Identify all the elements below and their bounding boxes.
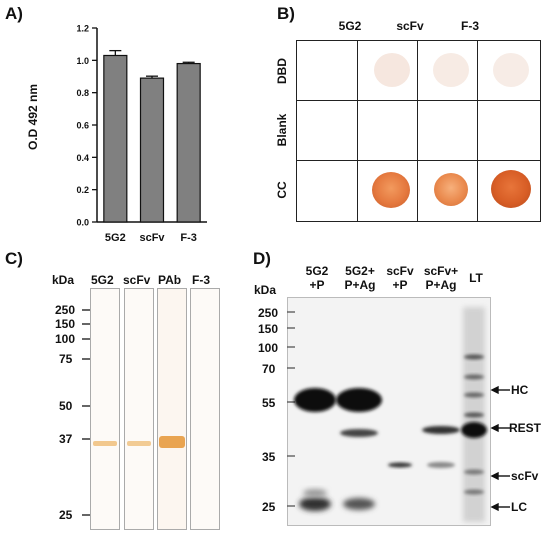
marker-d-250: 250 — [258, 306, 279, 320]
marker-c-75: 75 — [59, 352, 73, 366]
kda-title-c: kDa — [52, 273, 75, 287]
lane-c-pab: PAb — [158, 273, 182, 287]
dot-row-cc: CC — [275, 181, 289, 199]
strip-scfv — [124, 288, 154, 530]
band-label-lc: LC — [511, 500, 527, 514]
dot-col-scfv: scFv — [396, 19, 424, 33]
dot-dbd-scfv — [433, 53, 469, 87]
marker-c-250: 250 — [55, 303, 76, 317]
lane-d-3: scFv +P — [386, 264, 414, 292]
chart-axes: 0.0 0.2 0.4 0.6 0.8 1.0 1.2 5G2 scFv F-3 — [76, 24, 207, 244]
marker-c-100: 100 — [55, 332, 76, 346]
panel-label-c: C) — [5, 249, 23, 268]
y-tick-label: 0.0 — [76, 218, 89, 228]
x-tick-label: scFv — [139, 232, 165, 244]
panel-label-b: B) — [277, 4, 295, 23]
y-tick-label: 0.4 — [76, 153, 89, 163]
dot-cc-f3 — [491, 170, 531, 208]
dot-cc-scfv — [434, 173, 468, 206]
bar-chart: 0.0 0.2 0.4 0.6 0.8 1.0 1.2 5G2 scFv F-3 — [76, 24, 207, 244]
x-tick-label: 5G2 — [105, 232, 126, 244]
band-strip-scfv — [127, 441, 151, 446]
panel-label-a: A) — [5, 4, 23, 23]
lane-c-scfv: scFv — [123, 273, 151, 287]
y-tick-label: 1.0 — [76, 56, 89, 66]
lane-d-1: 5G2 +P — [305, 264, 329, 292]
y-tick-label: 1.2 — [76, 24, 89, 34]
lane-c-f3: F-3 — [192, 273, 210, 287]
dot-col-5g2: 5G2 — [338, 19, 362, 33]
band-strip-5g2 — [93, 441, 117, 446]
strip-5g2 — [90, 288, 120, 530]
x-tick-label: F-3 — [180, 232, 197, 244]
dot-blot-grid — [296, 40, 541, 222]
marker-d-35: 35 — [262, 450, 276, 464]
panel-label-d: D) — [253, 249, 271, 268]
gel-blot — [287, 297, 491, 526]
dot-dbd-f3 — [493, 53, 529, 87]
marker-d-150: 150 — [258, 322, 279, 336]
lane-d-4: scFv+ P+Ag — [423, 264, 459, 292]
marker-d-70: 70 — [262, 362, 276, 376]
band-label-hc: HC — [511, 383, 529, 397]
lane-d-2: 5G2+ P+Ag — [344, 264, 376, 292]
strip-f3 — [190, 288, 220, 530]
chart-bars — [103, 49, 201, 223]
band-label-rest: REST — [509, 421, 542, 435]
marker-c-150: 150 — [55, 317, 76, 331]
bar — [176, 62, 201, 223]
dot-cc-5g2 — [372, 172, 410, 208]
y-tick-label: 0.2 — [76, 185, 89, 195]
marker-c-25: 25 — [59, 508, 73, 522]
dot-dbd-5g2 — [374, 53, 410, 87]
y-axis-label: O.D 492 nm — [26, 83, 40, 151]
dot-row-blank: Blank — [275, 113, 289, 147]
band-arrows — [490, 385, 510, 512]
bar — [103, 54, 128, 223]
kda-title-d: kDa — [254, 283, 277, 297]
dot-col-f3: F-3 — [461, 19, 479, 33]
marker-d-100: 100 — [258, 341, 279, 355]
marker-d-25: 25 — [262, 500, 276, 514]
lane-c-5g2: 5G2 — [91, 273, 114, 287]
marker-d-55: 55 — [262, 396, 276, 410]
lane-d-5: LT — [469, 271, 483, 285]
band-strip-pab — [159, 436, 185, 448]
y-tick-label: 0.8 — [76, 88, 89, 98]
y-tick-label: 0.6 — [76, 121, 89, 131]
bar — [139, 77, 165, 223]
marker-c-50: 50 — [59, 399, 73, 413]
dot-row-dbd: DBD — [275, 58, 289, 84]
marker-c-37: 37 — [59, 432, 73, 446]
band-label-scfv: scFv — [511, 469, 539, 483]
strip-pab — [157, 288, 187, 530]
